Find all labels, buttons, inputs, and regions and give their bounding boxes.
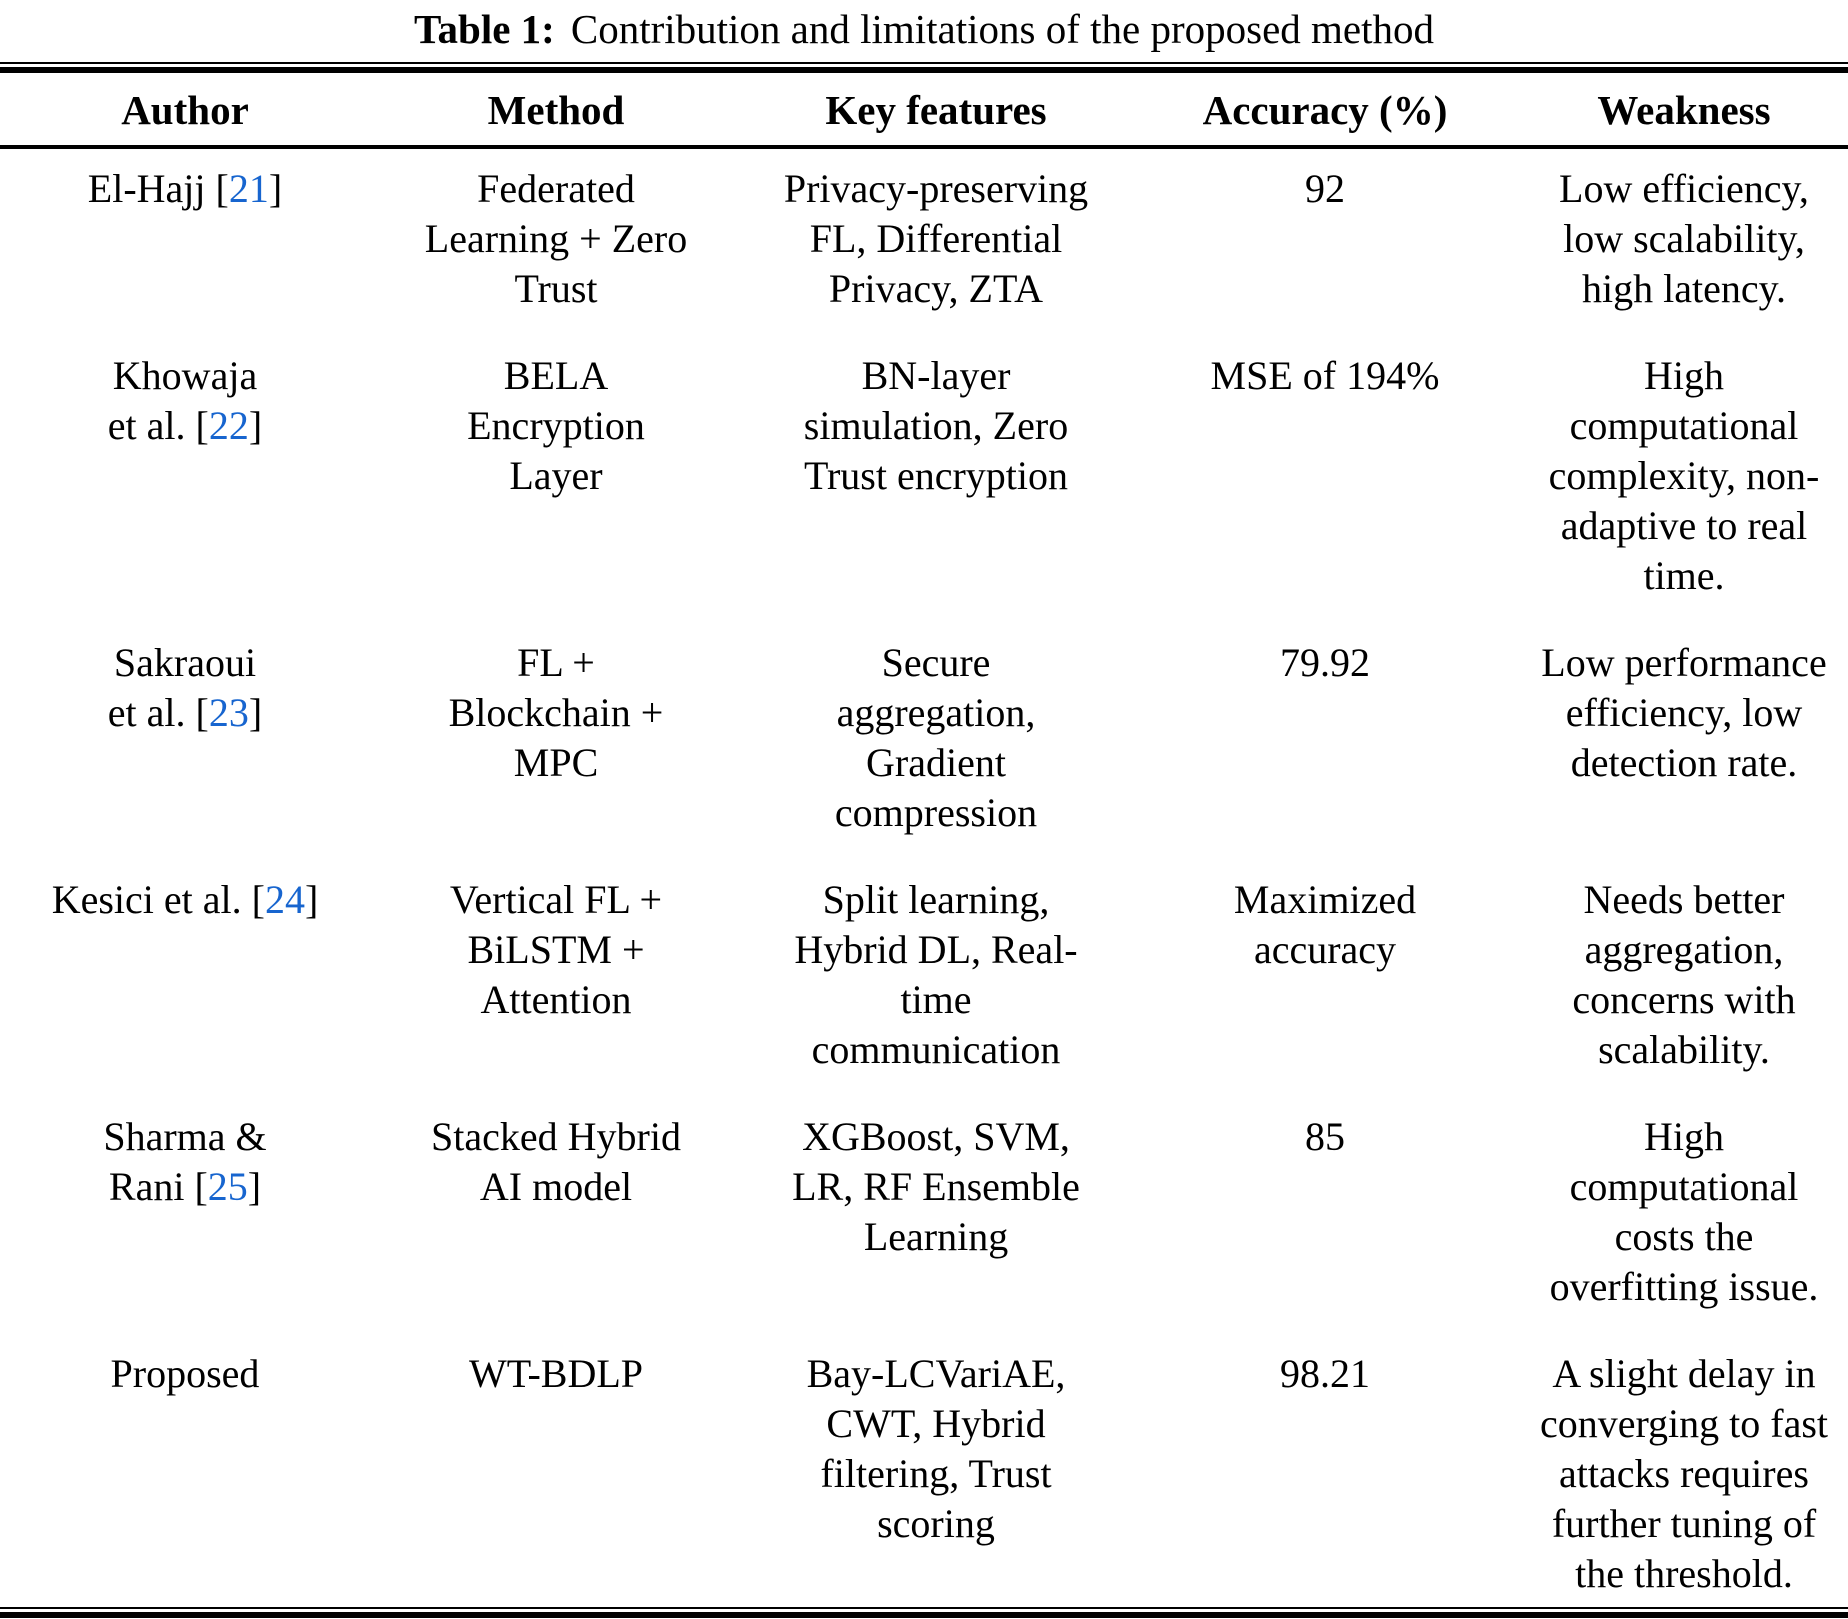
cell-author: Sharma & Rani [25]: [103, 1114, 267, 1209]
table-row: Sharma & Rani [25] Stacked Hybrid AI mode…: [0, 1097, 1848, 1334]
cell-accuracy: 98.21: [1280, 1351, 1370, 1396]
cell-author: Kesici et al. [24]: [51, 877, 319, 922]
table-top-rule: [0, 62, 1848, 73]
column-header-author: Author: [0, 73, 370, 149]
top-rule-thin-line: [0, 62, 1848, 64]
cell-method: Stacked Hybrid AI model: [431, 1114, 681, 1209]
cell-weakness: High computational costs the overfitting…: [1549, 1114, 1819, 1309]
citation-link[interactable]: 24: [264, 877, 305, 922]
cell-key-features: BN-layer simulation, Zero Trust encrypti…: [803, 353, 1069, 498]
table-row: Sakraoui et al. [23] FL + Blockchain + MP…: [0, 623, 1848, 860]
bottom-rule-thin-line: [0, 1607, 1848, 1609]
table-row: Proposed WT-BDLP Bay-LCVariAE, CWT, Hybrid…: [0, 1334, 1848, 1607]
table-bottom-rule: [0, 1607, 1848, 1618]
cell-weakness: A slight delay in converging to fast att…: [1539, 1351, 1829, 1596]
cell-method: FL + Blockchain + MPC: [448, 640, 664, 785]
cell-key-features: Split learning, Hybrid DL, Real-time com…: [794, 877, 1078, 1072]
cell-accuracy: Maximized accuracy: [1233, 877, 1417, 972]
cell-method: WT-BDLP: [468, 1351, 644, 1396]
cell-method: Vertical FL + BiLSTM + Attention: [449, 877, 663, 1022]
table-row: Kesici et al. [24] Vertical FL + BiLSTM +…: [0, 860, 1848, 1097]
cell-accuracy: 79.92: [1280, 640, 1370, 685]
cell-accuracy: 85: [1305, 1114, 1345, 1159]
cell-weakness: Low efficiency, low scalability, high la…: [1559, 166, 1809, 311]
cell-key-features: Secure aggregation, Gradient compression: [834, 640, 1038, 835]
column-header-accuracy: Accuracy (%): [1130, 73, 1520, 149]
table-caption: Table 1: Contribution and limitations of …: [0, 4, 1848, 54]
citation-link[interactable]: 25: [207, 1164, 248, 1209]
citation-link[interactable]: 23: [208, 690, 249, 735]
bottom-rule-thick-line: [0, 1612, 1848, 1618]
top-rule-thick-line: [0, 67, 1848, 73]
table-caption-text: Contribution and limitations of the prop…: [570, 6, 1435, 52]
cell-key-features: Bay-LCVariAE, CWT, Hybrid filtering, Tru…: [806, 1351, 1066, 1546]
cell-author: El-Hajj [21]: [87, 166, 283, 211]
table-header-row: Author Method Key features Accuracy (%) Weak…: [0, 73, 1848, 149]
cell-weakness: High computational complexity, non-adapt…: [1548, 353, 1820, 598]
cell-key-features: XGBoost, SVM, LR, RF Ensemble Learning: [792, 1114, 1080, 1259]
cell-accuracy: MSE of 194%: [1210, 353, 1440, 398]
cell-author: Proposed: [110, 1351, 260, 1396]
cell-author: Khowaja et al. [22]: [107, 353, 263, 448]
citation-link[interactable]: 22: [208, 403, 249, 448]
cell-weakness: Needs better aggregation, concerns with …: [1572, 877, 1796, 1072]
cell-method: Federated Learning + Zero Trust: [424, 166, 688, 311]
table-row: El-Hajj [21] Federated Learning + Zero Tr…: [0, 147, 1848, 336]
cell-author: Sakraoui et al. [23]: [107, 640, 263, 735]
contributions-table: Author Method Key features Accuracy (%) Weak…: [0, 73, 1848, 1607]
cell-key-features: Privacy-preserving FL, Differential Priv…: [783, 166, 1089, 311]
cell-weakness: Low performance efficiency, low detectio…: [1541, 640, 1827, 785]
column-header-weakness: Weakness: [1520, 73, 1848, 149]
column-header-key-features: Key features: [742, 73, 1130, 149]
cell-method: BELA Encryption Layer: [467, 353, 645, 498]
column-header-method: Method: [370, 73, 742, 149]
table-caption-label: Table 1:: [413, 6, 555, 52]
cell-accuracy: 92: [1305, 166, 1345, 211]
table-row: Khowaja et al. [22] BELA Encryption Layer…: [0, 336, 1848, 623]
citation-link[interactable]: 21: [228, 166, 269, 211]
